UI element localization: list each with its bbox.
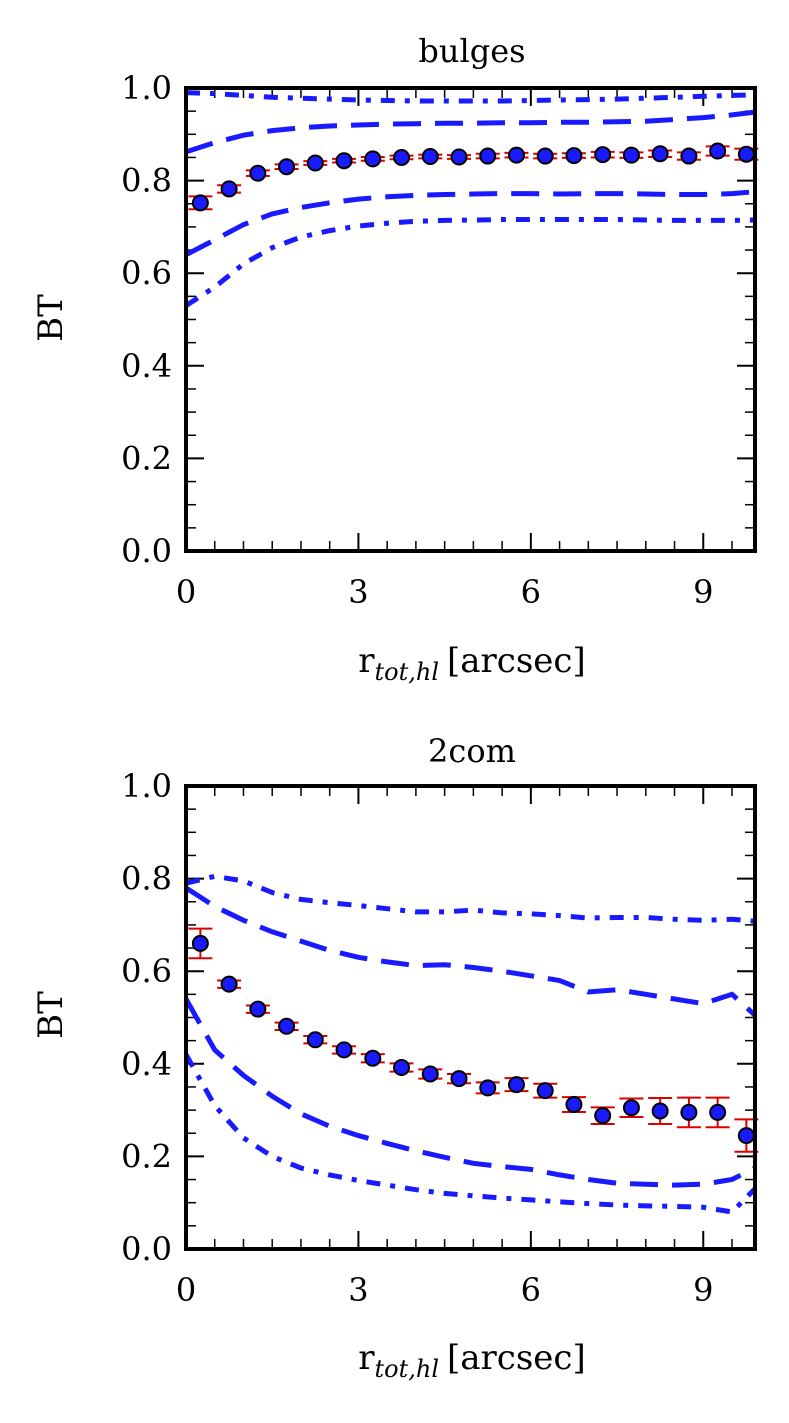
data-point	[622, 1099, 640, 1117]
data-point	[622, 146, 640, 164]
chart-title: 2com	[428, 732, 516, 770]
data-point	[565, 147, 583, 165]
data-point	[536, 147, 554, 165]
data-point	[507, 146, 525, 164]
data-point	[507, 1076, 525, 1094]
plot-area: 0 3 6 9 0.0 0.2 0.4 0.6 0.8 1.0	[121, 69, 759, 611]
data-point	[479, 147, 497, 165]
x-axis-label-subscript: tot,hl	[375, 658, 440, 686]
dashdot-line	[183, 1053, 757, 1215]
data-point	[450, 1070, 468, 1088]
data-point	[421, 148, 439, 166]
data-point	[278, 1017, 296, 1035]
data-point	[278, 158, 296, 176]
x-axis-label-main: r	[358, 641, 375, 681]
data-point	[393, 148, 411, 166]
x-tick-label: 9	[693, 1271, 713, 1309]
data-point	[536, 1082, 554, 1100]
y-tick-label: 0.2	[121, 439, 172, 477]
data-point	[680, 1103, 698, 1121]
x-tick-label: 9	[693, 573, 713, 611]
x-tick-label: 0	[176, 573, 196, 611]
data-point	[393, 1059, 411, 1077]
x-tick-label: 3	[348, 573, 368, 611]
dashdot-line	[185, 873, 756, 924]
y-tick-label: 0.8	[121, 860, 172, 898]
dashed-line	[185, 109, 756, 155]
plot-frame	[184, 86, 757, 553]
chart-title: bulges	[418, 32, 525, 70]
data-point	[249, 1000, 267, 1018]
y-tick-label: 0.6	[121, 254, 172, 292]
x-tick-label: 6	[521, 1271, 541, 1309]
y-tick-label: 0.0	[121, 1230, 172, 1268]
x-axis-label-main: r	[358, 1338, 375, 1378]
data-point	[565, 1096, 583, 1114]
y-tick-label: 1.0	[121, 767, 172, 805]
data-point	[335, 152, 353, 170]
x-tick-label: 0	[176, 1271, 196, 1309]
plot-frame	[184, 784, 757, 1251]
data-point	[249, 164, 267, 182]
data-point	[306, 154, 324, 172]
dashed-line	[183, 997, 757, 1188]
x-axis-label: rtot,hl [arcsec]	[358, 1338, 585, 1383]
y-tick-label: 0.6	[121, 952, 172, 990]
data-point	[594, 146, 612, 164]
x-tick-label: 6	[521, 573, 541, 611]
data-point	[335, 1041, 353, 1059]
data-point	[709, 142, 727, 160]
data-point	[220, 180, 238, 198]
x-axis-label: rtot,hl [arcsec]	[358, 641, 585, 686]
y-tick-label: 0.0	[121, 532, 172, 570]
x-axis-label-unit: [arcsec]	[447, 1338, 586, 1378]
data-point	[306, 1031, 324, 1049]
data-point	[709, 1103, 727, 1121]
data-point	[421, 1065, 439, 1083]
data-point	[651, 1102, 669, 1120]
data-point	[364, 150, 382, 168]
data-point	[651, 145, 669, 163]
data-point	[220, 975, 238, 993]
data-point	[680, 147, 698, 165]
y-tick-label: 0.4	[121, 1045, 172, 1083]
y-tick-label: 0.2	[121, 1137, 172, 1175]
y-tick-label: 0.4	[121, 347, 172, 385]
data-point	[594, 1107, 612, 1125]
dashed-line	[184, 885, 757, 1018]
y-tick-label: 1.0	[121, 69, 172, 107]
dashdot-line	[184, 217, 756, 308]
dashed-line	[184, 189, 756, 257]
data-point	[479, 1079, 497, 1097]
x-tick-label: 3	[348, 1271, 368, 1309]
panel-2com: 2com BT rtot,hl [arcsec] 0 3 6 9 0.0 0.2 0.4 0.6…	[31, 732, 759, 1383]
y-tick-label: 0.8	[121, 162, 172, 200]
data-point	[191, 934, 209, 952]
x-axis-label-subscript: tot,hl	[375, 1355, 440, 1383]
y-axis-label: BT	[31, 991, 71, 1039]
x-axis-label-unit: [arcsec]	[447, 641, 586, 681]
dashdot-line	[185, 90, 756, 104]
data-point	[364, 1049, 382, 1067]
plot-area: 0 3 6 9 0.0 0.2 0.4 0.6 0.8 1.0	[121, 767, 759, 1309]
panel-bulges: bulges BT rtot,hl [arcsec] 0 3 6 90.00.20.40…	[31, 32, 759, 686]
data-point	[737, 145, 755, 163]
y-axis-label: BT	[31, 294, 71, 342]
data-point	[450, 148, 468, 166]
data-point	[737, 1127, 755, 1145]
data-point	[191, 194, 209, 212]
